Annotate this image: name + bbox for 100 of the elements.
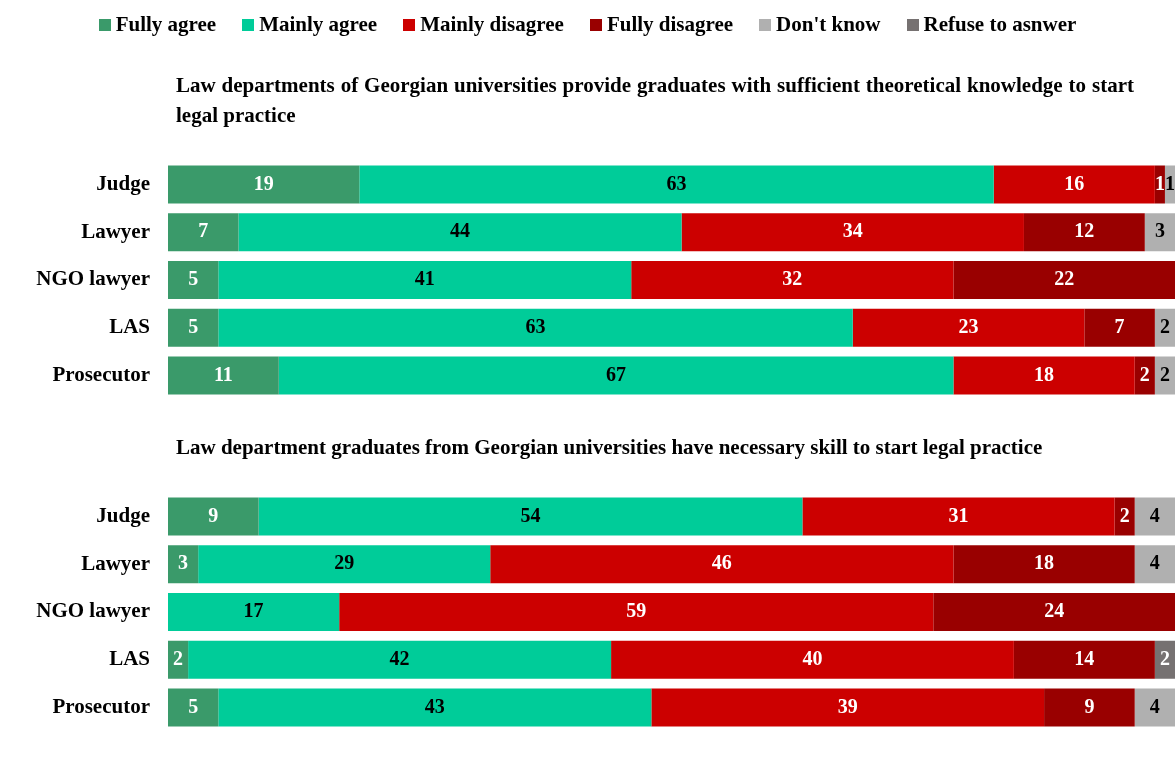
bar [168, 260, 219, 300]
data-label: 40 [802, 646, 823, 669]
bar [1154, 356, 1175, 395]
bar [651, 688, 1045, 727]
y-tick-label: Judge [96, 170, 150, 195]
legend-label: Mainly agree [259, 12, 378, 37]
data-label: 17 [243, 599, 264, 622]
data-label: 24 [1044, 599, 1065, 622]
data-label: 9 [1084, 694, 1095, 717]
legend-label: Refuse to asnwer [923, 12, 1077, 37]
bar [168, 592, 340, 632]
bar [631, 260, 954, 300]
bar [1134, 497, 1175, 536]
y-tick-label: Lawyer [81, 550, 150, 575]
y-tick-label: Prosecutor [52, 693, 150, 718]
bar [188, 640, 612, 679]
y-tick-label: LAS [109, 314, 150, 339]
bar [168, 308, 219, 347]
legend-label: Don't know [776, 12, 881, 37]
data-label: 2 [173, 646, 184, 669]
data-label: 18 [1034, 551, 1055, 574]
bar [953, 260, 1175, 300]
data-label: 46 [711, 551, 732, 574]
bar [611, 640, 1014, 679]
data-label: 1 [1154, 171, 1165, 194]
data-label: 31 [948, 503, 969, 526]
data-label: 63 [666, 171, 687, 194]
data-label: 5 [188, 314, 199, 337]
bar [168, 356, 279, 395]
bar [168, 165, 360, 204]
data-label: 4 [1149, 551, 1160, 574]
legend-label: Fully agree [115, 12, 217, 37]
data-label: 22 [1054, 267, 1075, 290]
bar [802, 497, 1115, 536]
bar [681, 213, 1024, 252]
data-label: 12 [1074, 219, 1095, 242]
data-label: 29 [334, 551, 355, 574]
bar [198, 545, 491, 584]
bar [953, 545, 1135, 584]
y-tick-label: NGO lawyer [36, 266, 150, 291]
data-label: 4 [1149, 503, 1160, 526]
bar [218, 260, 632, 300]
data-label: 5 [188, 267, 199, 290]
bar [1013, 640, 1155, 679]
data-label: 2 [1119, 503, 1130, 526]
data-label: 2 [1159, 362, 1170, 385]
data-label: 5 [188, 694, 199, 717]
data-label: 44 [450, 219, 471, 242]
data-label: 3 [1154, 219, 1165, 242]
bar [1044, 688, 1135, 727]
bar [168, 688, 219, 727]
data-label: 23 [958, 314, 979, 337]
data-label: 54 [520, 503, 541, 526]
y-tick-label: Lawyer [81, 218, 150, 243]
bar [953, 356, 1135, 395]
data-label: 2 [1159, 646, 1170, 669]
bar [1134, 545, 1175, 584]
bar [1134, 356, 1155, 395]
chart-title: Law departments of Georgian universities provide graduates with sufficient theoretical knowledge to start legal practice [176, 72, 1134, 129]
bar [339, 592, 934, 632]
data-label: 67 [606, 362, 627, 385]
legend-label: Mainly disagree [420, 12, 564, 37]
bar [490, 545, 954, 584]
bar [993, 165, 1155, 204]
data-label: 41 [414, 267, 435, 290]
data-label: 9 [208, 503, 219, 526]
data-label: 32 [782, 267, 803, 290]
bar [1134, 688, 1175, 727]
legend-label: Fully disagree [606, 12, 734, 37]
data-label: 11 [213, 362, 233, 385]
bar [238, 213, 682, 252]
data-label: 7 [198, 219, 209, 242]
bar [1023, 213, 1145, 252]
data-label: 2 [1159, 314, 1170, 337]
bar [1114, 497, 1135, 536]
data-label: 1 [1164, 171, 1175, 194]
data-label: 42 [389, 646, 410, 669]
data-label: 2 [1139, 362, 1150, 385]
bar [1084, 308, 1155, 347]
data-label: 63 [525, 314, 546, 337]
bar [278, 356, 954, 395]
bar [852, 308, 1085, 347]
bar [218, 688, 652, 727]
y-tick-label: Judge [96, 502, 150, 527]
data-label: 34 [842, 219, 863, 242]
bar [1144, 213, 1175, 252]
data-label: 14 [1074, 646, 1095, 669]
bar [933, 592, 1175, 632]
y-tick-label: LAS [109, 646, 150, 671]
data-label: 4 [1149, 694, 1160, 717]
bar [359, 165, 994, 204]
data-label: 16 [1064, 171, 1085, 194]
bar [168, 545, 199, 584]
bar [168, 497, 259, 536]
data-label: 43 [424, 694, 445, 717]
chart-title: Law department graduates from Georgian universities have necessary skill to start legal practice [176, 434, 1044, 461]
data-label: 18 [1034, 362, 1055, 385]
data-label: 19 [253, 171, 274, 194]
y-tick-label: Prosecutor [52, 361, 150, 386]
bar [218, 308, 853, 347]
